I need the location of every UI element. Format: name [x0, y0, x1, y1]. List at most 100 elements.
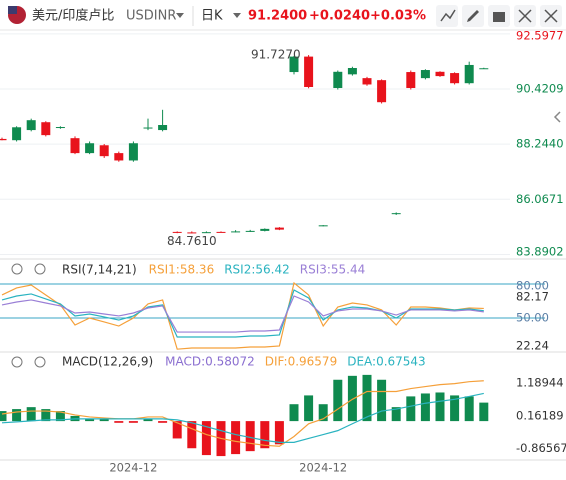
rsi-header-icons — [11, 263, 46, 275]
indicator-line — [1, 281, 484, 350]
legend-entry: MACD:0.58072 — [165, 355, 255, 369]
histogram-bar — [289, 404, 299, 422]
x-tick-label: 2024-12 — [299, 461, 347, 475]
last-price: 91.2400 — [248, 9, 307, 24]
candle-body — [420, 70, 430, 79]
candle-body — [274, 227, 284, 230]
candle-body — [143, 127, 153, 129]
candle-body — [0, 138, 7, 141]
candle-body — [289, 56, 299, 73]
candle-body — [172, 231, 182, 233]
y-tick-label: 0.16189 — [516, 408, 564, 422]
histogram-bar — [347, 375, 357, 422]
y-tick-label: 1.18944 — [516, 376, 564, 390]
candle-body — [347, 68, 357, 75]
candle-body — [333, 71, 343, 89]
histogram-bar — [114, 421, 124, 423]
histogram-bar — [274, 421, 284, 445]
histogram-bar — [420, 393, 430, 422]
histogram-bar — [362, 374, 372, 422]
symbol-dropdown[interactable] — [176, 13, 184, 18]
eye-icon[interactable] — [11, 356, 23, 368]
histogram-bar — [85, 418, 95, 422]
histogram-bar — [260, 421, 270, 449]
candle-body — [128, 143, 138, 161]
histogram-bar — [435, 392, 445, 422]
candle-body — [55, 127, 65, 129]
min-label: 84.7610 — [167, 234, 217, 248]
collapse-arrow[interactable] — [553, 111, 561, 123]
candle-body — [114, 153, 124, 161]
x-tick-label: 2024-12 — [109, 461, 157, 475]
indicator-title: MACD(12,26,9) — [62, 355, 153, 369]
legend-entry: RSI2:56.42 — [224, 263, 290, 277]
indicator-line — [1, 380, 484, 447]
indicator-title: RSI(7,14,21) — [62, 263, 137, 277]
histogram-bar — [231, 421, 241, 455]
candle-body — [304, 56, 314, 87]
candle-body — [391, 213, 401, 215]
indicator-line — [1, 289, 484, 338]
y-tick-label: 83.8902 — [516, 245, 564, 259]
histogram-bar — [304, 395, 314, 422]
candle-body — [85, 143, 95, 154]
candle-body — [464, 64, 474, 84]
y-tick-label: 82.17 — [516, 290, 549, 304]
candle-body — [450, 73, 460, 84]
candle-body — [406, 72, 416, 89]
y-tick-label: 92.5977 — [516, 29, 564, 43]
period-dropdown[interactable] — [233, 13, 241, 18]
histogram-bar — [12, 409, 22, 422]
legend-entry: DEA:0.67543 — [347, 355, 426, 369]
histogram-bar — [450, 395, 460, 422]
candle-body — [260, 228, 270, 231]
histogram-bar — [99, 418, 109, 422]
histogram-bar — [26, 407, 36, 422]
histogram-bar — [318, 404, 328, 422]
histogram-bar — [406, 396, 416, 422]
histogram-bar — [143, 418, 153, 422]
indicator-line — [1, 295, 484, 333]
histogram-bar — [333, 379, 343, 422]
candle-body — [26, 120, 36, 131]
draw-icon — [467, 10, 479, 22]
candle-body — [158, 125, 168, 131]
settings-icon — [493, 12, 505, 22]
candle-body — [377, 80, 387, 103]
candle-body — [318, 225, 328, 227]
y-tick-label: 86.0671 — [516, 192, 564, 206]
histogram-bar — [391, 407, 401, 422]
price-change-pct: +0.03% — [370, 9, 426, 24]
expand-icon — [518, 9, 532, 23]
period[interactable]: 日K — [201, 9, 223, 24]
histogram-bar — [464, 396, 474, 422]
legend-entry: DIF:0.96579 — [265, 355, 337, 369]
y-tick-label: -0.86567 — [516, 441, 566, 455]
y-tick-label: 50.00 — [516, 310, 549, 324]
histogram-bar — [172, 421, 182, 439]
legend-entry: RSI1:58.36 — [149, 263, 215, 277]
symbol: USDINR — [126, 9, 176, 24]
candle-body — [231, 231, 241, 233]
candle-body — [12, 127, 22, 141]
gear-icon[interactable] — [34, 263, 46, 275]
candle-body — [216, 231, 226, 233]
y-tick-label: 90.4209 — [516, 82, 564, 96]
candle-body — [70, 138, 80, 154]
eye-icon[interactable] — [11, 263, 23, 275]
histogram-bar — [479, 402, 489, 422]
gear-icon[interactable] — [34, 356, 46, 368]
legend-entry: RSI3:55.44 — [300, 263, 366, 277]
indicator-icon — [440, 9, 456, 22]
price-change: +0.0240 — [309, 9, 370, 24]
candle-body — [435, 71, 445, 77]
toolbar-icons — [436, 5, 562, 27]
candle-body — [245, 230, 255, 232]
y-tick-label: 88.2440 — [516, 137, 564, 151]
histogram-bar — [55, 411, 65, 422]
indicator-line — [1, 392, 484, 443]
candle-body — [201, 232, 211, 234]
candle-body — [362, 78, 372, 85]
flag-icon-canton — [8, 6, 17, 14]
